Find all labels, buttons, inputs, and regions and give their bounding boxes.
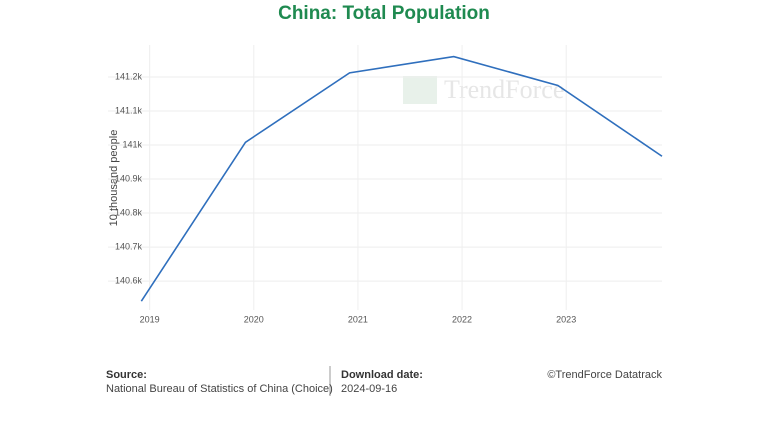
y-tick-label: 140.6k bbox=[115, 275, 143, 285]
copyright: ©TrendForce Datatrack bbox=[547, 369, 662, 381]
x-tick-label: 2023 bbox=[556, 314, 576, 324]
x-tick-label: 2019 bbox=[140, 314, 160, 324]
source: National Bureau of Statistics of China (… bbox=[106, 383, 333, 395]
series-line bbox=[140, 55, 663, 302]
x-tick-label: 2022 bbox=[452, 314, 472, 324]
y-tick-label: 140.7k bbox=[115, 241, 143, 251]
watermark-logo bbox=[403, 76, 437, 104]
y-axis-label: 10 thousand people bbox=[108, 130, 120, 227]
y-tick-label: 140.9k bbox=[115, 173, 143, 183]
y-tick-label: 141k bbox=[122, 139, 142, 149]
y-tick-label: 140.8k bbox=[115, 207, 143, 217]
x-tick-label: 2020 bbox=[244, 314, 264, 324]
date-label: Download date: bbox=[341, 369, 423, 381]
y-tick-label: 141.1k bbox=[115, 105, 143, 115]
y-tick-label: 141.2k bbox=[115, 71, 143, 81]
source-label: Source: bbox=[106, 369, 147, 381]
chart-title: China: Total Population bbox=[278, 3, 490, 24]
date: 2024-09-16 bbox=[341, 383, 397, 395]
x-tick-label: 2021 bbox=[348, 314, 368, 324]
watermark-text: TrendForce bbox=[444, 75, 564, 104]
watermark: TrendForce bbox=[403, 75, 564, 104]
